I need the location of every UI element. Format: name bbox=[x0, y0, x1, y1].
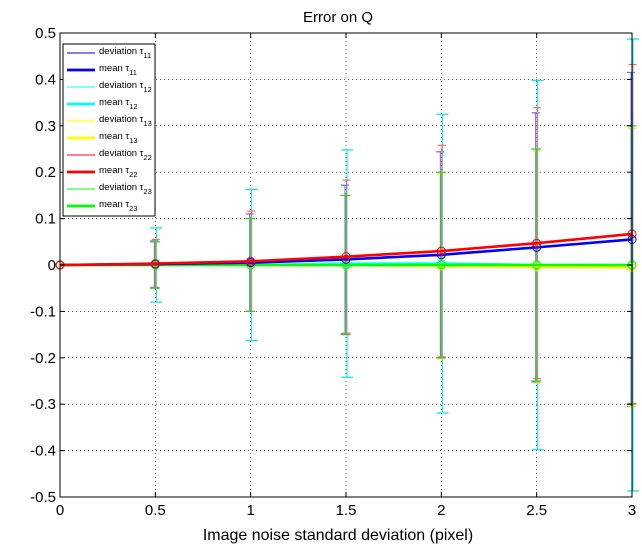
legend-entry: mean τ13 bbox=[99, 131, 138, 145]
mean-point-tau22 bbox=[246, 256, 256, 266]
legend-entry: mean τ12 bbox=[99, 97, 138, 111]
y-tick-label: 0.5 bbox=[35, 25, 56, 42]
y-tick-label: -0.1 bbox=[30, 303, 56, 320]
legend-entry: mean τ22 bbox=[99, 165, 138, 179]
x-axis-label: Image noise standard deviation (pixel) bbox=[203, 527, 473, 544]
mean-lines bbox=[55, 229, 637, 272]
legend-entry: mean τ11 bbox=[99, 63, 137, 77]
y-tick-label: 0.1 bbox=[35, 211, 56, 228]
y-tick-label: -0.5 bbox=[30, 489, 56, 506]
y-tick-label: -0.4 bbox=[30, 443, 56, 460]
legend-entry: deviation τ12 bbox=[99, 80, 152, 94]
mean-point-tau22 bbox=[341, 252, 351, 262]
legend-entry: deviation τ11 bbox=[99, 46, 151, 60]
legend-entry: deviation τ23 bbox=[99, 182, 152, 196]
mean-point-tau22 bbox=[150, 259, 160, 269]
legend-entry: deviation τ13 bbox=[99, 114, 152, 128]
legend-box bbox=[62, 43, 156, 217]
mean-point-tau22 bbox=[532, 238, 542, 248]
mean-point-tau23 bbox=[532, 260, 542, 270]
x-tick-label: 1.5 bbox=[336, 502, 357, 519]
x-tick-label: 2.5 bbox=[526, 502, 547, 519]
y-tick-label: 0.3 bbox=[35, 118, 56, 135]
y-tick-label: -0.2 bbox=[30, 350, 56, 367]
legend-entry: mean τ23 bbox=[99, 199, 138, 213]
y-tick-label: -0.3 bbox=[30, 396, 56, 413]
legend-entry: deviation τ22 bbox=[99, 148, 152, 162]
x-tick-label: 0 bbox=[56, 502, 64, 519]
y-tick-label: 0.4 bbox=[35, 71, 56, 88]
y-tick-label: 0 bbox=[48, 257, 56, 274]
mean-point-tau23 bbox=[436, 260, 446, 270]
x-tick-label: 1 bbox=[246, 502, 254, 519]
mean-point-tau22 bbox=[436, 246, 446, 256]
x-tick-label: 0.5 bbox=[145, 502, 166, 519]
x-tick-label: 2 bbox=[437, 502, 445, 519]
y-tick-label: 0.2 bbox=[35, 164, 56, 181]
x-tick-label: 3 bbox=[628, 502, 636, 519]
chart-title: Error on Q bbox=[303, 9, 373, 26]
legend: deviation τ11 mean τ11 deviation τ12 mean τ… bbox=[62, 43, 156, 217]
axis-ticks: 0 0.5 1 1.5 2 2.5 3 -0.5 -0.4 -0.3 -0.2 -0.1 0 0.1 0.2… bbox=[30, 25, 636, 519]
mean-line-tau22 bbox=[59, 232, 633, 267]
